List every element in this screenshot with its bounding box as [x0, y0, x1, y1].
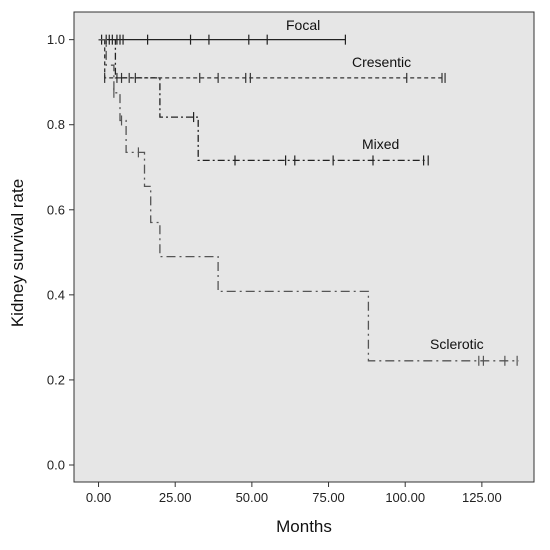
y-tick-label: 0.6	[47, 202, 65, 217]
series-label-cresentic: Cresentic	[352, 54, 411, 70]
x-axis: 0.00 25.00 50.00 75.00 100.00 125.00	[86, 482, 502, 505]
x-tick-label: 75.00	[312, 490, 345, 505]
x-tick-label: 0.00	[86, 490, 111, 505]
y-axis: 0.0 0.2 0.4 0.6 0.8 1.0	[47, 32, 74, 472]
series-mixed	[98, 38, 429, 166]
x-tick-label: 125.00	[462, 490, 502, 505]
y-axis-title: Kidney survival rate	[8, 179, 27, 327]
x-tick-label: 100.00	[385, 490, 425, 505]
series-layer	[98, 34, 519, 366]
x-tick-label: 25.00	[159, 490, 192, 505]
series-label-focal: Focal	[286, 17, 320, 33]
y-tick-label: 0.8	[47, 117, 65, 132]
y-tick-label: 0.4	[47, 287, 65, 302]
y-tick-label: 0.2	[47, 372, 65, 387]
y-tick-label: 1.0	[47, 32, 65, 47]
plot-area	[73, 11, 535, 483]
series-label-mixed: Mixed	[362, 136, 399, 152]
series-line-sclerotic	[98, 38, 519, 362]
y-tick-label: 0.0	[47, 457, 65, 472]
series-line-mixed	[98, 38, 429, 162]
series-sclerotic	[98, 38, 519, 366]
series-label-sclerotic: Sclerotic	[430, 336, 484, 352]
x-axis-title: Months	[276, 517, 332, 536]
x-tick-label: 50.00	[236, 490, 269, 505]
